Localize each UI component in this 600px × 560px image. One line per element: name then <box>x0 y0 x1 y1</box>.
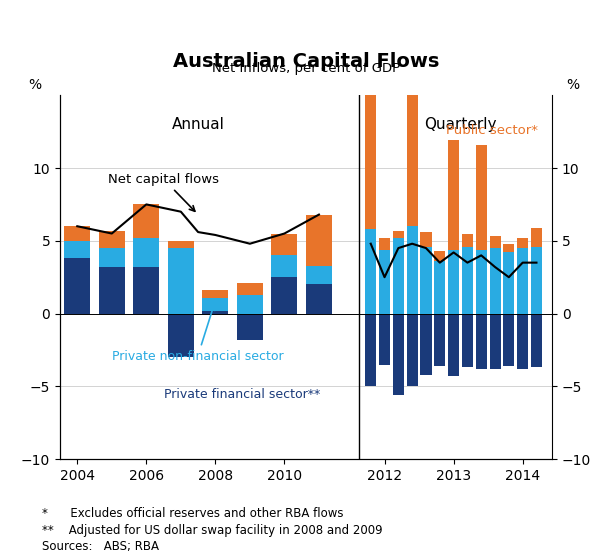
Bar <box>237 314 263 340</box>
Bar <box>306 214 332 265</box>
Bar <box>448 141 459 250</box>
Text: *      Excludes official reserves and other RBA flows: * Excludes official reserves and other R… <box>42 507 343 520</box>
Bar <box>407 92 418 226</box>
Bar <box>365 62 376 229</box>
Bar <box>434 251 445 261</box>
Bar <box>421 314 431 375</box>
Bar <box>490 248 500 314</box>
Bar <box>237 283 263 295</box>
Text: **    Adjusted for US dollar swap facility in 2008 and 2009: ** Adjusted for US dollar swap facility … <box>42 524 383 536</box>
Bar <box>237 295 263 314</box>
Text: %: % <box>28 78 41 92</box>
Bar <box>202 297 229 311</box>
Bar <box>202 311 229 314</box>
Text: Quarterly: Quarterly <box>424 117 497 132</box>
Bar <box>421 232 431 246</box>
Bar <box>306 265 332 284</box>
Text: Private non-financial sector: Private non-financial sector <box>112 305 283 363</box>
Bar <box>99 267 125 314</box>
Bar <box>476 314 487 369</box>
Bar <box>271 255 298 277</box>
Title: Australian Capital Flows: Australian Capital Flows <box>173 53 439 72</box>
Text: Public sector*: Public sector* <box>446 124 538 137</box>
Bar <box>393 238 404 314</box>
Bar <box>64 241 90 258</box>
Bar <box>393 314 404 395</box>
Bar <box>448 250 459 314</box>
Text: Private financial sector**: Private financial sector** <box>164 388 320 401</box>
Bar <box>476 144 487 250</box>
Bar <box>490 314 500 369</box>
Bar <box>462 246 473 314</box>
Bar <box>379 238 390 250</box>
Bar <box>531 246 542 314</box>
Bar <box>202 290 229 297</box>
Text: Annual: Annual <box>172 117 224 132</box>
Bar <box>462 234 473 246</box>
Bar <box>99 231 125 248</box>
Bar <box>476 250 487 314</box>
Bar <box>434 261 445 314</box>
Bar <box>133 238 159 267</box>
Bar <box>517 248 528 314</box>
Bar <box>168 241 194 248</box>
Bar <box>64 258 90 314</box>
Bar <box>379 250 390 314</box>
Bar <box>168 314 194 357</box>
Bar <box>168 248 194 314</box>
Bar <box>531 228 542 246</box>
Bar <box>407 226 418 314</box>
Text: %: % <box>566 78 579 92</box>
Bar <box>448 314 459 376</box>
Bar <box>407 314 418 386</box>
Bar <box>99 248 125 267</box>
Bar <box>365 314 376 386</box>
Text: Sources:   ABS; RBA: Sources: ABS; RBA <box>42 540 159 553</box>
Bar <box>271 234 298 255</box>
Bar <box>133 204 159 238</box>
Bar <box>503 253 514 314</box>
Bar <box>531 314 542 367</box>
Bar <box>64 226 90 241</box>
Bar <box>462 314 473 367</box>
Bar <box>503 314 514 366</box>
Bar <box>503 244 514 253</box>
Bar <box>421 246 431 314</box>
Bar <box>271 277 298 314</box>
Bar <box>133 267 159 314</box>
Bar <box>393 231 404 238</box>
Bar <box>434 314 445 366</box>
Bar <box>365 229 376 314</box>
Text: Net inflows, per cent of GDP: Net inflows, per cent of GDP <box>212 62 400 75</box>
Bar <box>490 236 500 248</box>
Bar <box>379 314 390 365</box>
Bar <box>517 238 528 248</box>
Text: Net capital flows: Net capital flows <box>108 172 219 211</box>
Bar <box>306 284 332 314</box>
Bar <box>517 314 528 369</box>
